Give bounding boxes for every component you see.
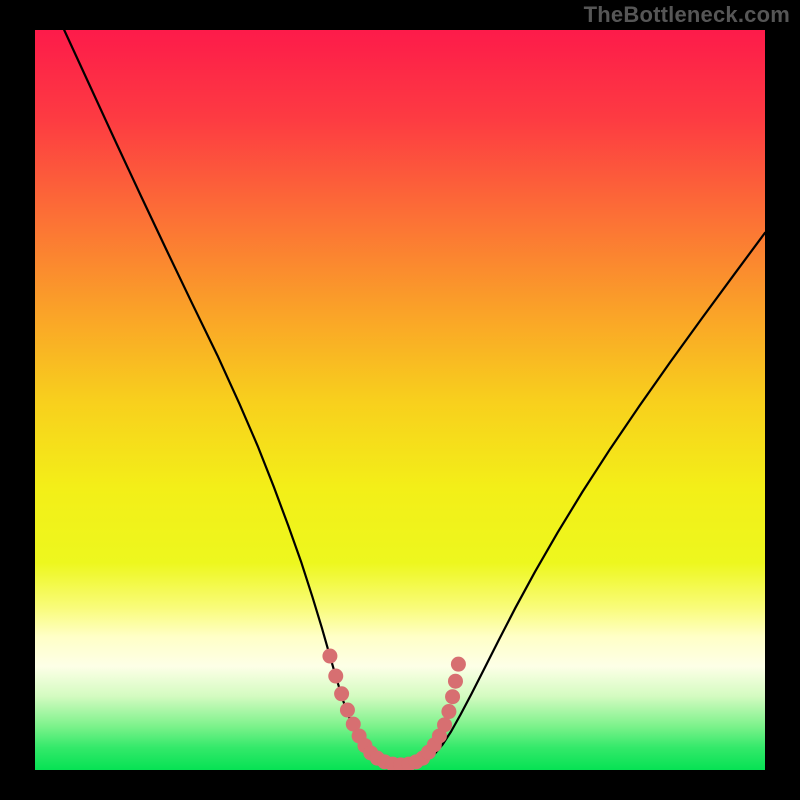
chart-frame: TheBottleneck.com [0, 0, 800, 800]
watermark-text: TheBottleneck.com [584, 2, 790, 28]
chart-svg [0, 0, 800, 800]
